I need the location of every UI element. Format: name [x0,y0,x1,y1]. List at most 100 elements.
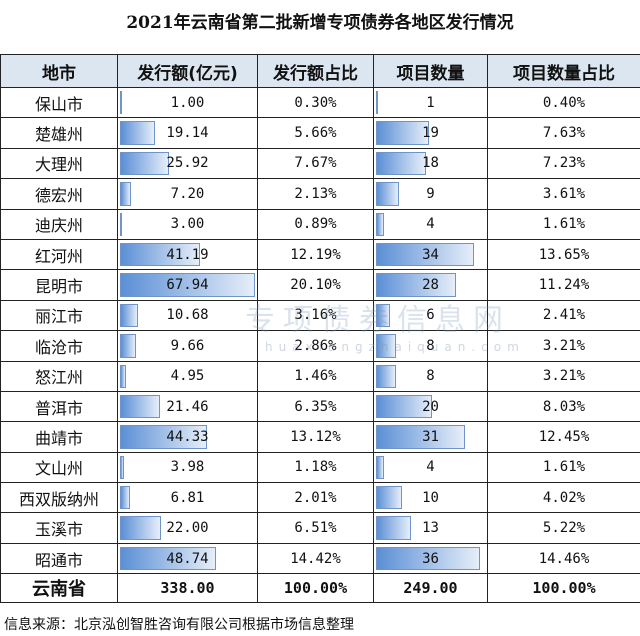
data-bar [376,455,385,480]
count-pct-cell: 7.23% [487,147,640,180]
count-cell-value: 31 [422,428,439,445]
count-cell-value: 36 [422,550,439,567]
table-row: 昆明市 67.94 20.10% 28 11.24% [0,269,640,301]
count-cell-value: 8 [426,368,435,385]
source-note: 信息来源：北京泓创智胜咨询有限公司根据市场信息整理 [4,617,354,633]
amount-cell: 41.19 [117,238,258,271]
table-row: 红河州 41.19 12.19% 34 13.65% [0,238,640,271]
amount-pct-cell: 0.30% [257,86,374,119]
amount-cell-value: 25.92 [166,155,209,172]
city-cell: 临沧市 [0,330,118,362]
amount-pct-cell: 3.16% [257,299,374,332]
data-bar [376,364,397,388]
amount-cell: 19.14 [117,117,258,149]
amount-cell: 3.00 [117,208,258,240]
count-pct-cell: 7.63% [487,117,640,149]
count-cell-value: 1 [426,94,435,111]
city-cell: 普洱市 [0,390,118,423]
count-pct-cell: 0.40% [487,86,640,119]
count-cell-value: 18 [422,155,439,172]
data-bar [120,516,161,540]
total-amount-cell: 338.00 [117,573,258,604]
table-title: 2021年云南省第二批新增专项债券各地区发行情况 [126,13,514,33]
city-cell: 保山市 [0,86,118,119]
count-cell-value: 4 [426,216,435,233]
amount-cell-value: 3.00 [170,216,205,233]
count-cell: 1 [373,86,488,119]
count-cell-value: 9 [426,185,435,202]
amount-pct-cell: 5.66% [257,117,374,149]
city-cell: 曲靖市 [0,421,118,453]
data-bar [376,486,403,510]
count-cell: 19 [373,117,488,149]
data-bar [120,364,127,388]
data-bar [120,425,207,449]
total-count-pct-cell: 100.00% [487,573,640,604]
data-bar [120,394,160,419]
table-row: 楚雄州 19.14 5.66% 19 7.63% [0,117,640,149]
amount-pct-cell: 6.51% [257,512,374,544]
amount-pct-cell: 2.13% [257,178,374,210]
amount-pct-cell: 14.42% [257,542,374,575]
data-bar [376,303,391,328]
table-row: 怒江州 4.95 1.46% 8 3.21% [0,360,640,392]
data-bar [376,394,433,419]
amount-pct-cell: 2.86% [257,330,374,362]
amount-cell-value: 4.95 [170,368,205,385]
city-cell: 文山州 [0,451,118,484]
data-bar [376,273,457,297]
table-row: 昭通市 48.74 14.42% 36 14.46% [0,542,640,575]
count-cell: 10 [373,482,488,514]
count-pct-cell: 1.61% [487,451,640,484]
amount-cell-value: 21.46 [166,398,209,415]
amount-pct-cell: 7.67% [257,147,374,180]
table-row: 德宏州 7.20 2.13% 9 3.61% [0,178,640,210]
amount-cell: 6.81 [117,482,258,514]
amount-cell: 67.94 [117,269,258,301]
amount-cell: 44.33 [117,421,258,453]
data-bar [376,212,385,236]
data-bar [120,273,255,297]
data-bar [376,516,412,540]
count-cell: 36 [373,542,488,575]
header-city: 地市 [0,54,118,88]
count-pct-cell: 14.46% [487,542,640,575]
amount-cell: 10.68 [117,299,258,332]
data-bar [120,546,216,571]
amount-cell: 3.98 [117,451,258,484]
count-cell: 4 [373,451,488,484]
city-cell: 大理州 [0,147,118,180]
table-row: 普洱市 21.46 6.35% 20 8.03% [0,390,640,423]
amount-cell: 48.74 [117,542,258,575]
amount-cell-value: 7.20 [170,185,205,202]
amount-cell-value: 6.81 [170,489,205,506]
data-bar [120,91,122,115]
header-count: 项目数量 [373,54,488,88]
amount-pct-cell: 13.12% [257,421,374,453]
count-pct-cell: 5.22% [487,512,640,544]
count-cell-value: 20 [422,398,439,415]
data-bar [376,121,430,145]
amount-cell: 7.20 [117,178,258,210]
count-cell-value: 4 [426,459,435,476]
amount-cell: 25.92 [117,147,258,180]
table-row: 迪庆州 3.00 0.89% 4 1.61% [0,208,640,240]
city-cell: 迪庆州 [0,208,118,240]
count-cell: 34 [373,238,488,271]
amount-cell-value: 48.74 [166,550,209,567]
count-cell-value: 19 [422,125,439,142]
count-cell: 8 [373,330,488,362]
count-cell-value: 6 [426,307,435,324]
data-bar [376,182,400,206]
count-cell: 4 [373,208,488,240]
count-cell-value: 28 [422,277,439,294]
city-cell: 玉溪市 [0,512,118,544]
amount-pct-cell: 1.46% [257,360,374,392]
issuance-table: 地市 发行额(亿元) 发行额占比 项目数量 项目数量占比 保山市 1.00 0.30… [0,54,640,604]
city-cell: 德宏州 [0,178,118,210]
count-pct-cell: 13.65% [487,238,640,271]
count-cell-value: 8 [426,337,435,354]
count-cell-value: 10 [422,489,439,506]
count-pct-cell: 3.61% [487,178,640,210]
amount-pct-cell: 6.35% [257,390,374,423]
